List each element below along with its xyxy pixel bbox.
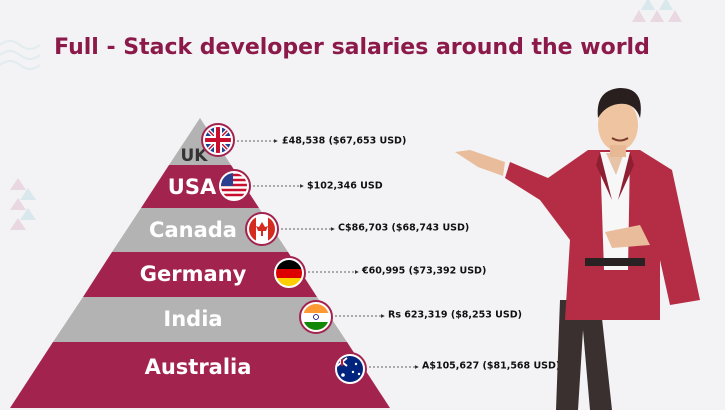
country-label: Canada	[149, 218, 237, 242]
presenter-illustration	[455, 88, 700, 410]
title: Full - Stack developer salaries around t…	[54, 35, 650, 60]
flag-germany	[272, 256, 306, 290]
salary-label: $102,346 USD	[307, 181, 383, 192]
salary-label: C$86,703 ($68,743 USD)	[338, 223, 469, 234]
salary-label: A$105,627 ($81,568 USD)	[422, 361, 560, 372]
salary-label: €60,995 ($73,392 USD)	[361, 266, 486, 277]
salary-label: Rs 623,319 ($8,253 USD)	[388, 310, 522, 321]
country-label: UK	[181, 146, 209, 166]
country-label: Australia	[145, 355, 252, 379]
country-label: India	[163, 307, 222, 331]
flag-australia	[333, 352, 367, 386]
flag-usa	[217, 169, 251, 203]
decoration	[0, 0, 682, 230]
country-label: USA	[168, 175, 217, 199]
country-label: Germany	[140, 262, 247, 286]
flag-india	[299, 300, 333, 334]
flag-canada	[245, 212, 279, 246]
salary-label: £48,538 ($67,653 USD)	[282, 136, 406, 147]
flag-uk	[201, 123, 235, 157]
